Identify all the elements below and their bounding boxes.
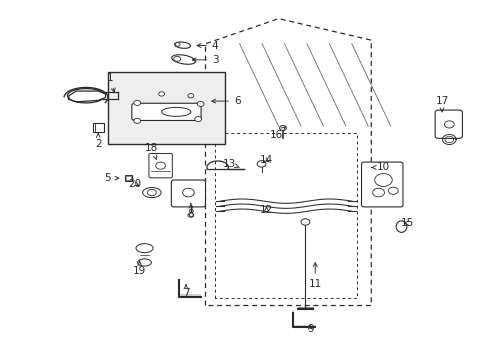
Ellipse shape	[395, 221, 406, 232]
Ellipse shape	[138, 259, 151, 266]
Circle shape	[257, 161, 265, 167]
Text: 7: 7	[183, 285, 189, 298]
Bar	[69, 90, 105, 102]
Bar	[93, 123, 104, 132]
FancyBboxPatch shape	[149, 153, 172, 178]
Bar	[124, 175, 132, 181]
Bar	[108, 72, 224, 144]
Text: 2: 2	[95, 133, 102, 149]
FancyBboxPatch shape	[171, 180, 205, 207]
Circle shape	[374, 174, 391, 186]
Ellipse shape	[171, 55, 195, 64]
FancyBboxPatch shape	[132, 103, 201, 121]
Text: 5: 5	[104, 173, 119, 183]
FancyBboxPatch shape	[361, 162, 402, 207]
Circle shape	[194, 117, 201, 122]
Text: 9: 9	[306, 324, 313, 334]
Text: 6: 6	[211, 96, 240, 106]
Circle shape	[134, 118, 141, 123]
Circle shape	[187, 213, 193, 217]
Ellipse shape	[142, 188, 161, 198]
Circle shape	[175, 42, 180, 46]
Text: 17: 17	[434, 96, 447, 112]
Text: 13: 13	[223, 159, 239, 169]
Circle shape	[187, 94, 193, 98]
Text: 12: 12	[259, 206, 272, 216]
Ellipse shape	[161, 107, 190, 116]
Circle shape	[387, 187, 397, 194]
Ellipse shape	[136, 244, 153, 253]
Bar	[126, 176, 131, 180]
Circle shape	[301, 219, 309, 225]
Text: 11: 11	[308, 263, 321, 289]
Circle shape	[173, 56, 180, 61]
Circle shape	[372, 188, 384, 197]
Text: 14: 14	[259, 155, 272, 165]
Circle shape	[444, 121, 453, 128]
Text: 19: 19	[133, 261, 146, 276]
Circle shape	[158, 92, 164, 96]
Text: 15: 15	[401, 218, 414, 228]
Text: 10: 10	[370, 162, 389, 172]
Circle shape	[197, 102, 203, 107]
Text: 18: 18	[145, 143, 158, 159]
Text: 1: 1	[107, 73, 115, 92]
Circle shape	[147, 189, 156, 196]
Circle shape	[279, 126, 286, 131]
Circle shape	[134, 100, 141, 105]
Circle shape	[182, 188, 194, 197]
Text: 16: 16	[269, 127, 285, 140]
Text: 3: 3	[192, 55, 218, 65]
Text: 8: 8	[187, 203, 194, 219]
Ellipse shape	[174, 42, 190, 48]
Circle shape	[156, 162, 165, 169]
Text: 4: 4	[197, 41, 218, 50]
Text: 20: 20	[128, 179, 141, 189]
FancyBboxPatch shape	[434, 110, 462, 138]
